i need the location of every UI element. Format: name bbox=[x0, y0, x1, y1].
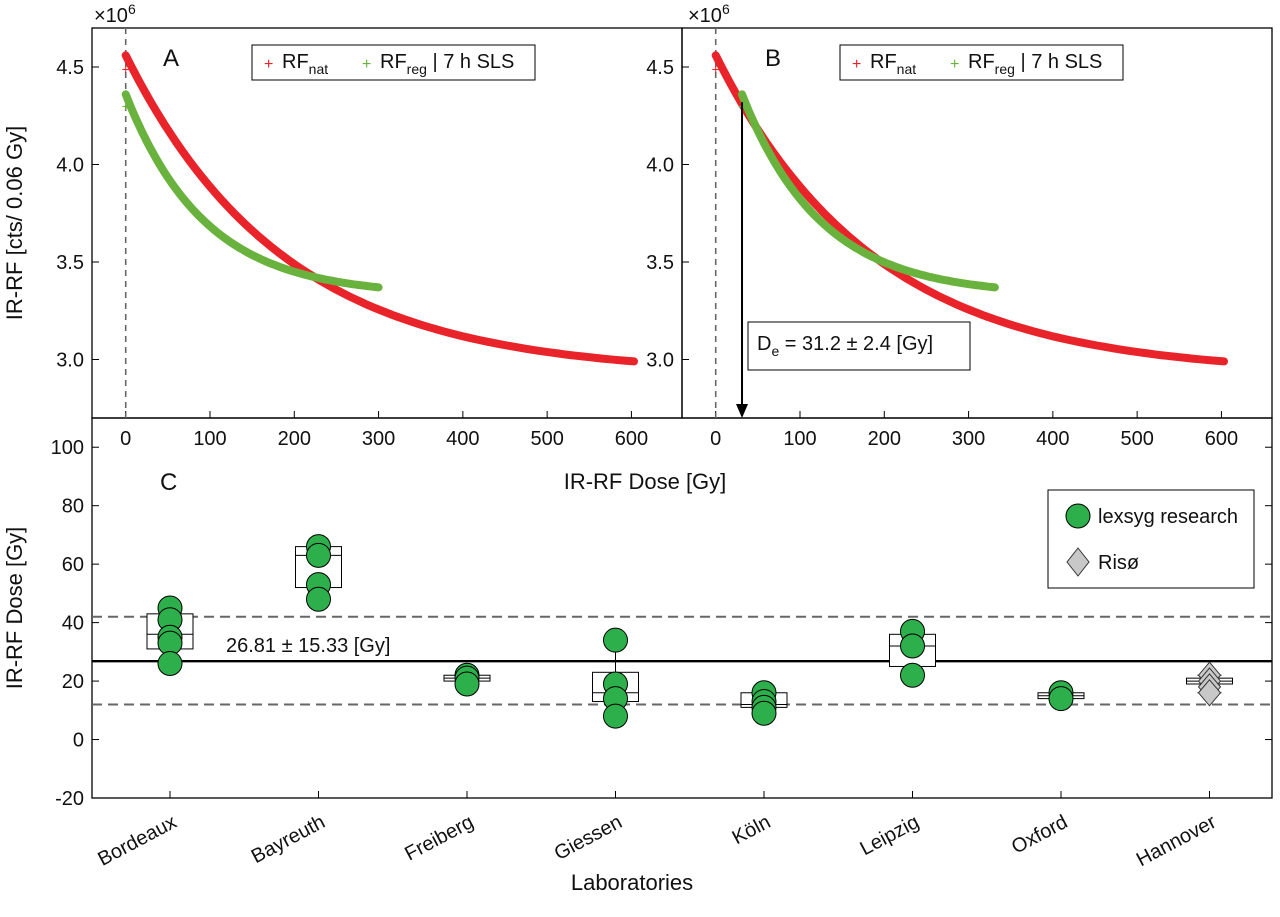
x-tick-label: 600 bbox=[1205, 428, 1238, 450]
x-tick-label: 400 bbox=[1036, 428, 1069, 450]
y-tick-label: 4.5 bbox=[646, 57, 674, 79]
data-point-lexsyg bbox=[900, 662, 925, 688]
data-point-lexsyg bbox=[603, 703, 628, 729]
svg-text:De = 31.2 ± 2.4 [Gy]: De = 31.2 ± 2.4 [Gy] bbox=[757, 333, 933, 359]
x-axis-label-bottom: Laboratories bbox=[571, 870, 693, 895]
x-tick-label: 300 bbox=[952, 428, 985, 450]
data-point-lexsyg bbox=[900, 633, 925, 659]
panel-a-plot: 3.0 3.5 4.0 4.5 0 100 200 300 400 500 600 + + bbox=[56, 28, 648, 450]
svg-text:+: + bbox=[852, 56, 861, 73]
x-tick-label: 400 bbox=[446, 428, 479, 450]
x-tick-label: 200 bbox=[278, 428, 311, 450]
legend-lexsyg-marker bbox=[1065, 503, 1091, 529]
svg-text:RFnat: RFnat bbox=[282, 51, 328, 77]
c-y-tick-label: -20 bbox=[55, 788, 84, 810]
panel-c-letter: C bbox=[160, 469, 177, 496]
y-axis-label-bottom: IR-RF Dose [Gy] bbox=[2, 527, 27, 690]
y-tick-label: 3.5 bbox=[646, 252, 674, 274]
svg-text:+: + bbox=[950, 56, 959, 73]
svg-text:+: + bbox=[264, 56, 273, 73]
x-tick-label: 100 bbox=[783, 428, 816, 450]
x-tick-label: 200 bbox=[868, 428, 901, 450]
lab-label-bordeaux: Bordeaux bbox=[94, 811, 180, 871]
data-point-riso bbox=[1197, 678, 1222, 707]
x-axis-label-top: IR-RF Dose [Gy] bbox=[564, 469, 727, 494]
data-point-lexsyg bbox=[751, 700, 777, 726]
lab-label-köln: Köln bbox=[729, 811, 775, 849]
lab-label-giessen: Giessen bbox=[551, 811, 626, 865]
y-tick-label: 4.0 bbox=[646, 155, 674, 177]
svg-text:lexsyg research: lexsyg research bbox=[1098, 506, 1238, 528]
x-tick-label: 500 bbox=[1120, 428, 1153, 450]
panel-b-exponent: ×106 bbox=[688, 1, 730, 27]
x-tick-label: 300 bbox=[362, 428, 395, 450]
series-outlier-point: + bbox=[122, 98, 130, 114]
mean-annotation: 26.81 ± 15.33 [Gy] bbox=[226, 635, 390, 657]
lab-label-freiberg: Freiberg bbox=[401, 811, 477, 865]
series-nat-curve bbox=[711, 51, 1228, 366]
data-point-lexsyg bbox=[306, 542, 331, 568]
svg-text:RFreg | 7 h SLS: RFreg | 7 h SLS bbox=[380, 51, 514, 77]
x-tick-label: 0 bbox=[120, 428, 131, 450]
svg-text:Risø: Risø bbox=[1098, 552, 1139, 574]
x-tick-label: 600 bbox=[615, 428, 648, 450]
panel-c-frame bbox=[91, 417, 1273, 799]
y-axis-label-top: IR-RF [cts/ 0.06 Gy] bbox=[2, 126, 27, 320]
data-point-lexsyg bbox=[603, 627, 628, 653]
panel-a-letter: A bbox=[163, 45, 179, 72]
legend-panel-a: + RFnat + RFreg | 7 h SLS bbox=[251, 44, 536, 81]
legend-riso-marker bbox=[1066, 547, 1090, 577]
lab-label-leipzig: Leipzig bbox=[857, 811, 923, 860]
c-y-tick-label: 60 bbox=[62, 554, 84, 576]
lab-label-oxford: Oxford bbox=[1008, 811, 1071, 859]
c-y-tick-label: 20 bbox=[62, 671, 84, 693]
data-point-lexsyg bbox=[454, 671, 480, 697]
series-reg-curve bbox=[121, 90, 383, 292]
data-point-lexsyg bbox=[306, 586, 331, 612]
legend-panel-b: + RFnat + RFreg | 7 h SLS bbox=[839, 44, 1124, 81]
y-tick-label: 3.0 bbox=[646, 350, 674, 372]
x-tick-label: 500 bbox=[530, 428, 563, 450]
c-y-tick-label: 40 bbox=[62, 613, 84, 635]
panel-b-letter: B bbox=[765, 45, 781, 72]
c-y-tick-label: 100 bbox=[51, 437, 84, 459]
c-y-tick-label: 80 bbox=[62, 496, 84, 518]
lab-label-bayreuth: Bayreuth bbox=[248, 811, 329, 868]
svg-text:+: + bbox=[362, 56, 371, 73]
panel-b-plot: 3.0 3.5 4.0 4.5 0 100 200 300 400 500 600 + + bbox=[646, 28, 1238, 450]
panel-a-exponent: ×106 bbox=[94, 1, 136, 27]
lab-label-hannover: Hannover bbox=[1133, 811, 1220, 871]
series-nat-curve bbox=[121, 51, 638, 366]
y-tick-label: 4.0 bbox=[56, 155, 84, 177]
svg-text:RFreg | 7 h SLS: RFreg | 7 h SLS bbox=[968, 51, 1102, 77]
legend-panel-c: lexsyg research Risø bbox=[1047, 489, 1255, 589]
data-point-lexsyg bbox=[1048, 686, 1074, 712]
y-tick-label: 3.5 bbox=[56, 252, 84, 274]
y-tick-label: 3.0 bbox=[56, 350, 84, 372]
x-tick-label: 100 bbox=[193, 428, 226, 450]
x-tick-label: 0 bbox=[710, 428, 721, 450]
data-point-lexsyg bbox=[157, 651, 183, 677]
y-tick-label: 4.5 bbox=[56, 57, 84, 79]
de-arrow-head bbox=[736, 404, 749, 418]
series-reg-curve bbox=[738, 90, 999, 292]
series-outlier-point: + bbox=[122, 61, 130, 77]
c-y-tick-label: 0 bbox=[73, 730, 84, 752]
series-outlier-point: + bbox=[712, 61, 720, 77]
svg-text:RFnat: RFnat bbox=[870, 51, 916, 77]
de-annotation: De = 31.2 ± 2.4 [Gy] bbox=[747, 321, 971, 371]
